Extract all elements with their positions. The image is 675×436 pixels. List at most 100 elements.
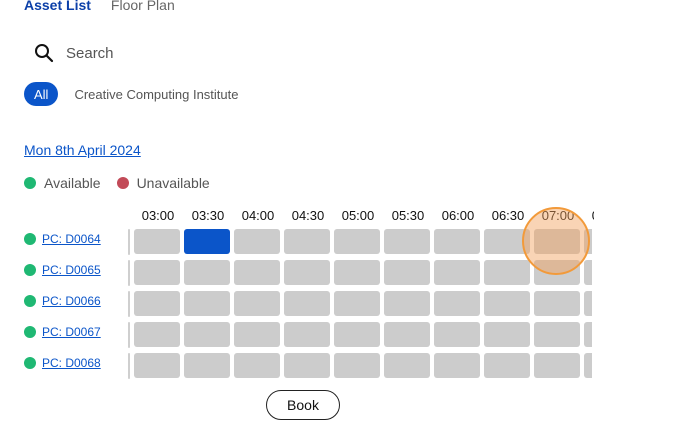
asset-label: PC: D0066 bbox=[24, 294, 101, 308]
row-divider bbox=[128, 353, 130, 379]
time-slot[interactable] bbox=[584, 229, 592, 254]
time-slot[interactable] bbox=[184, 322, 230, 347]
time-slot[interactable] bbox=[534, 291, 580, 316]
time-slot[interactable] bbox=[434, 291, 480, 316]
available-dot-icon bbox=[24, 357, 36, 369]
time-slot[interactable] bbox=[234, 229, 280, 254]
time-slots bbox=[134, 291, 592, 317]
time-slot[interactable] bbox=[334, 353, 380, 378]
time-slot[interactable] bbox=[234, 291, 280, 316]
asset-link[interactable]: PC: D0068 bbox=[42, 356, 101, 370]
time-slot[interactable] bbox=[434, 229, 480, 254]
time-slot[interactable] bbox=[284, 229, 330, 254]
asset-link[interactable]: PC: D0066 bbox=[42, 294, 101, 308]
time-slot[interactable] bbox=[284, 322, 330, 347]
time-label: 04:30 bbox=[291, 208, 325, 223]
time-slots bbox=[134, 260, 592, 286]
table-row: PC: D0065 bbox=[24, 260, 594, 286]
time-slot[interactable] bbox=[134, 322, 180, 347]
time-slot[interactable] bbox=[484, 291, 530, 316]
time-slot[interactable] bbox=[384, 353, 430, 378]
asset-label: PC: D0068 bbox=[24, 356, 101, 370]
asset-link[interactable]: PC: D0065 bbox=[42, 263, 101, 277]
filter-all-chip[interactable]: All bbox=[24, 82, 59, 106]
time-slots bbox=[134, 353, 592, 379]
time-slot[interactable] bbox=[234, 260, 280, 285]
time-label: 07:30 bbox=[584, 208, 594, 223]
time-slot[interactable] bbox=[184, 260, 230, 285]
time-label: 05:00 bbox=[341, 208, 375, 223]
time-slot[interactable] bbox=[484, 353, 530, 378]
time-slot[interactable] bbox=[334, 229, 380, 254]
legend-available: Available bbox=[24, 175, 101, 191]
row-divider bbox=[128, 322, 130, 348]
book-button[interactable]: Book bbox=[266, 390, 340, 420]
available-dot-icon bbox=[24, 177, 36, 189]
time-slot[interactable] bbox=[334, 322, 380, 347]
asset-label: PC: D0064 bbox=[24, 232, 101, 246]
time-slot[interactable] bbox=[134, 229, 180, 254]
time-label: 07:00 bbox=[541, 208, 575, 223]
row-divider bbox=[128, 229, 130, 255]
date-picker-link[interactable]: Mon 8th April 2024 bbox=[24, 142, 141, 158]
row-divider bbox=[128, 260, 130, 286]
table-row: PC: D0066 bbox=[24, 291, 594, 317]
row-divider bbox=[128, 291, 130, 317]
time-slot[interactable] bbox=[234, 353, 280, 378]
table-row: PC: D0068 bbox=[24, 353, 594, 379]
time-slot[interactable] bbox=[534, 229, 580, 254]
unavailable-dot-icon bbox=[116, 177, 129, 189]
time-slot[interactable] bbox=[484, 260, 530, 285]
time-slot[interactable] bbox=[584, 322, 592, 347]
time-slot[interactable] bbox=[584, 353, 592, 378]
tab-asset-list[interactable]: Asset List bbox=[24, 0, 91, 13]
time-slot[interactable] bbox=[434, 260, 480, 285]
time-slot[interactable] bbox=[384, 260, 430, 285]
time-slot[interactable] bbox=[434, 353, 480, 378]
time-slot[interactable] bbox=[434, 322, 480, 347]
time-slot[interactable] bbox=[284, 353, 330, 378]
time-slot[interactable] bbox=[334, 291, 380, 316]
time-slot[interactable] bbox=[584, 291, 592, 316]
filter-location-chip[interactable]: Creative Computing Institute bbox=[74, 86, 239, 102]
time-header: 03:00 03:30 04:00 04:30 05:00 05:30 06:00 06:30… bbox=[134, 205, 594, 227]
available-dot-icon bbox=[24, 264, 36, 276]
time-slot-selected[interactable] bbox=[184, 229, 230, 254]
time-slot[interactable] bbox=[534, 322, 580, 347]
time-slot[interactable] bbox=[534, 353, 580, 378]
location-filters: All Creative Computing Institute bbox=[24, 82, 238, 106]
time-slots bbox=[134, 229, 592, 255]
time-label: 05:30 bbox=[391, 208, 425, 223]
time-slot[interactable] bbox=[384, 322, 430, 347]
time-slot[interactable] bbox=[384, 291, 430, 316]
availability-legend: Available Unavailable bbox=[24, 175, 210, 191]
time-slot[interactable] bbox=[134, 260, 180, 285]
tab-floor-plan[interactable]: Floor Plan bbox=[110, 0, 175, 13]
asset-link[interactable]: PC: D0067 bbox=[42, 325, 101, 339]
time-slot[interactable] bbox=[484, 229, 530, 254]
legend-available-label: Available bbox=[44, 175, 101, 191]
time-slot[interactable] bbox=[184, 353, 230, 378]
available-dot-icon bbox=[24, 295, 36, 307]
search-input[interactable] bbox=[66, 44, 366, 62]
time-slot[interactable] bbox=[234, 322, 280, 347]
search-bar[interactable] bbox=[34, 43, 366, 63]
available-dot-icon bbox=[24, 326, 36, 338]
time-label: 06:00 bbox=[441, 208, 475, 223]
time-slot[interactable] bbox=[334, 260, 380, 285]
time-slot[interactable] bbox=[134, 291, 180, 316]
time-slot[interactable] bbox=[584, 260, 592, 285]
time-slot[interactable] bbox=[184, 291, 230, 316]
time-slot[interactable] bbox=[384, 229, 430, 254]
time-slot[interactable] bbox=[484, 322, 530, 347]
time-slot[interactable] bbox=[284, 291, 330, 316]
time-slot[interactable] bbox=[134, 353, 180, 378]
time-slot[interactable] bbox=[534, 260, 580, 285]
asset-link[interactable]: PC: D0064 bbox=[42, 232, 101, 246]
view-tabs: Asset List Floor Plan bbox=[24, 0, 175, 13]
time-label: 03:30 bbox=[191, 208, 225, 223]
table-row: PC: D0067 bbox=[24, 322, 594, 348]
time-label: 04:00 bbox=[241, 208, 275, 223]
time-slot[interactable] bbox=[284, 260, 330, 285]
time-slots bbox=[134, 322, 592, 348]
